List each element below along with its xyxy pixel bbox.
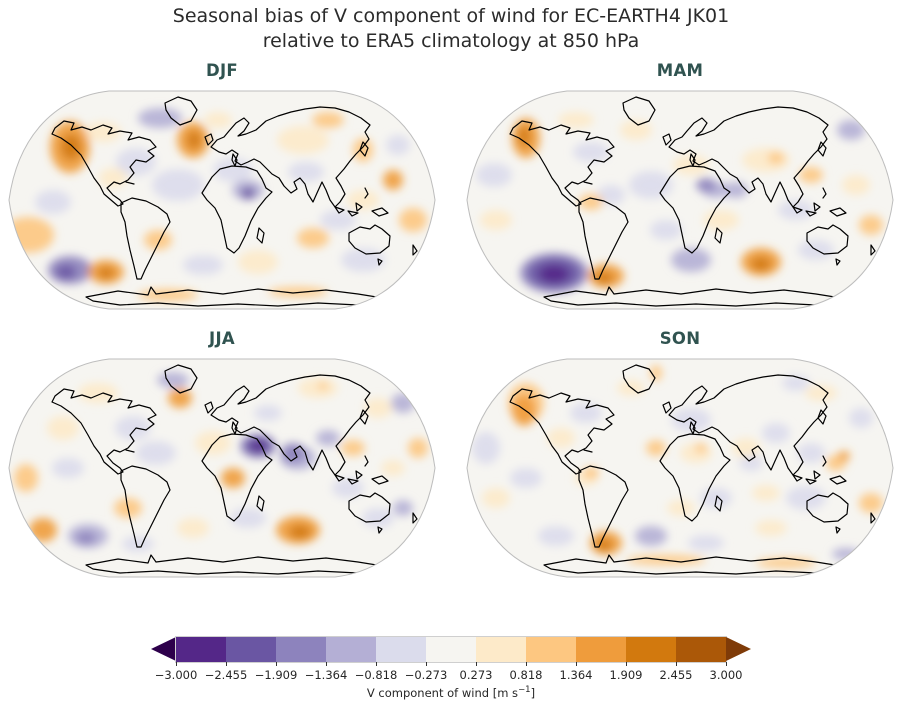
panel-title-djf: DJF [205,61,238,80]
figure-title-line1: Seasonal bias of V component of wind for… [172,5,730,27]
colorbar-tick-label-0: −3.000 [154,668,198,682]
colorbar-tick-label-1: −2.455 [204,668,248,682]
world-map-mam [466,90,894,310]
colorbar-tick [676,662,677,666]
panel-mam: MAM [466,58,894,310]
colorbar-tick-label-10: 2.455 [659,668,693,682]
colorbar-cell-10 [676,637,726,662]
colorbar-tick [326,662,327,666]
colorbar-axis-label-text: V component of wind [m s [366,685,519,700]
colorbar-tick-label-9: 1.909 [609,668,643,682]
colorbar-tick [576,662,577,666]
colorbar-extend-under [151,637,176,661]
colorbar-cell-2 [276,637,326,662]
colorbar-tick [226,662,227,666]
colorbar-cell-0 [176,637,226,662]
world-map-son [466,358,894,578]
colorbar-axis-label-bracket: ] [530,685,536,700]
coastlines [509,96,881,307]
colorbar-axis-label-exponent: −1 [518,685,531,695]
figure-title-line2: relative to ERA5 climatology at 850 hPa [262,30,640,52]
colorbar-tick [376,662,377,666]
colorbar-tick [726,662,727,666]
world-map-jja [8,358,436,578]
panel-djf: DJF [8,58,436,310]
colorbar-cells [176,637,726,662]
colorbar-tick [426,662,427,666]
colorbar-cell-5 [426,637,476,662]
panel-jja: JJA [8,326,436,578]
colorbar-cell-9 [626,637,676,662]
coastlines [51,96,423,307]
panel-title-mam: MAM [656,61,704,80]
world-map-djf [8,90,436,310]
panel-title-son: SON [659,329,701,348]
colorbar-tick-label-6: 0.273 [459,668,493,682]
colorbar-cell-6 [476,637,526,662]
colorbar-cell-4 [376,637,426,662]
colorbar-tick-label-11: 3.000 [709,668,743,682]
figure-title: Seasonal bias of V component of wind for… [0,4,902,54]
colorbar-tick [626,662,627,666]
colorbar-tick [476,662,477,666]
colorbar-tick [176,662,177,666]
colorbar-bar [151,637,751,662]
colorbar-tick-label-2: −1.909 [254,668,298,682]
colorbar-tick-label-8: 1.364 [559,668,593,682]
panel-son: SON [466,326,894,578]
colorbar-tick [276,662,277,666]
colorbar-tick-label-3: −1.364 [304,668,348,682]
colorbar-tick-label-4: −0.818 [354,668,398,682]
colorbar-cell-8 [576,637,626,662]
colorbar: −3.000 −2.455 −1.909 −1.364 −0.818 −0.273 0.27… [151,637,751,707]
colorbar-tick-label-5: −0.273 [404,668,448,682]
colorbar-axis-label: V component of wind [m s−1] [151,685,751,700]
colorbar-tick [526,662,527,666]
colorbar-cell-3 [326,637,376,662]
coastlines [51,364,423,575]
colorbar-cell-1 [226,637,276,662]
coastlines [509,364,881,575]
colorbar-cell-7 [526,637,576,662]
colorbar-tick-label-7: 0.818 [509,668,543,682]
panel-title-jja: JJA [209,329,235,348]
colorbar-extend-over [726,637,751,661]
